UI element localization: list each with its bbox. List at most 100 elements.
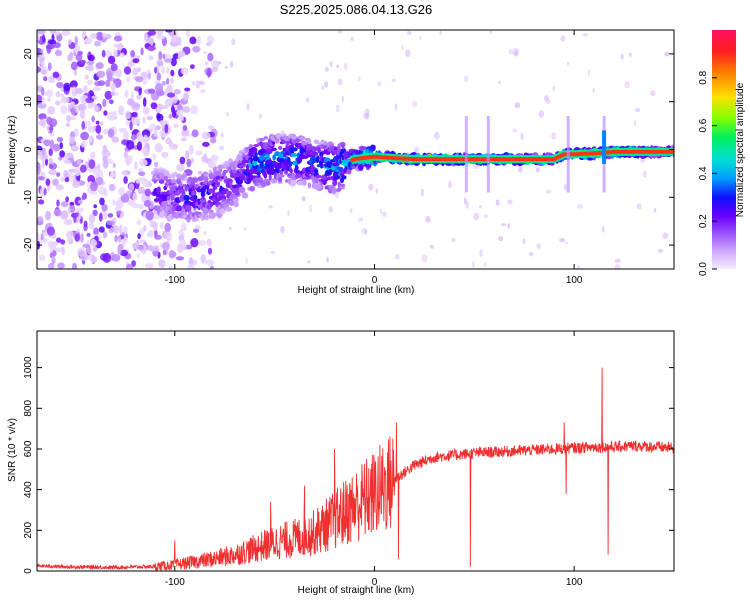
- heatmap-speckle: [197, 35, 202, 45]
- x-tick-label: -100: [165, 275, 185, 286]
- heatmap-speckle: [78, 59, 87, 65]
- heatmap-speckle: [190, 238, 199, 248]
- heatmap-ridge-cell: [315, 157, 320, 164]
- heatmap-speckle: [102, 252, 112, 263]
- heatmap-speckle: [624, 81, 630, 89]
- heatmap-speckle: [192, 228, 200, 233]
- heatmap-speckle: [337, 30, 343, 34]
- heatmap-speckle: [287, 210, 290, 217]
- heatmap-speckle: [185, 30, 190, 38]
- heatmap-speckle: [391, 78, 396, 83]
- heatmap-speckle: [110, 63, 118, 72]
- heatmap-ridge-cell: [239, 164, 243, 168]
- heatmap-speckle: [37, 177, 40, 185]
- heatmap-streak: [566, 116, 570, 193]
- heatmap-ridge-cell: [163, 170, 170, 177]
- heatmap-speckle: [168, 265, 173, 269]
- heatmap-speckle: [102, 231, 108, 239]
- heatmap-speckle: [46, 116, 53, 125]
- heatmap-speckle: [65, 196, 69, 203]
- heatmap-speckle: [45, 44, 55, 50]
- heatmap-speckle: [138, 204, 145, 210]
- heatmap-speckle: [72, 180, 81, 189]
- heatmap-speckle: [117, 244, 124, 250]
- heatmap-speckle: [207, 247, 213, 255]
- heatmap-ridge-cell: [316, 184, 322, 189]
- heatmap-speckle: [84, 74, 89, 80]
- heatmap-speckle: [56, 172, 61, 177]
- heatmap-ridge-cell: [258, 155, 265, 161]
- heatmap-speckle: [107, 55, 116, 65]
- heatmap-ridge-cell: [229, 181, 233, 186]
- heatmap-speckle: [119, 249, 128, 257]
- heatmap-speckle: [628, 52, 632, 58]
- heatmap-ridge-cell: [270, 178, 278, 184]
- heatmap-ridge-cell: [281, 168, 286, 172]
- heatmap-ridge-cell: [243, 192, 247, 199]
- heatmap-ridge-cell: [341, 175, 347, 180]
- heatmap-speckle: [131, 111, 138, 118]
- y-tick-label: -10: [23, 190, 34, 205]
- heatmap-ridge-cell: [191, 185, 195, 191]
- colorbar: 0.0 0.2 0.4 0.6 0.8 Normalized spectral ampl…: [698, 30, 746, 276]
- heatmap-speckle: [219, 145, 225, 151]
- heatmap-ridge-cell: [219, 208, 226, 215]
- heatmap-speckle: [183, 245, 187, 251]
- heatmap-speckle: [188, 133, 193, 137]
- heatmap-speckle: [473, 212, 480, 221]
- heatmap-ridge-cell: [284, 156, 289, 160]
- heatmap-speckle: [158, 103, 163, 110]
- heatmap-speckle: [159, 222, 164, 230]
- heatmap-speckle: [582, 33, 588, 37]
- heatmap-ridge-cell: [153, 179, 157, 184]
- heatmap-speckle: [514, 102, 521, 109]
- heatmap-speckle: [228, 226, 232, 231]
- heatmap-ridge-core: [349, 149, 674, 163]
- heatmap-ridge-cell: [326, 176, 332, 181]
- heatmap-speckle: [545, 189, 552, 194]
- heatmap-speckle: [138, 171, 146, 177]
- heatmap-speckle: [40, 233, 44, 241]
- heatmap-speckle: [48, 148, 53, 157]
- heatmap-speckle: [208, 160, 217, 169]
- heatmap-speckle: [48, 126, 54, 131]
- heatmap-ridge-cell: [252, 155, 259, 162]
- heatmap-speckle: [99, 212, 103, 222]
- heatmap-speckle: [93, 40, 102, 47]
- heatmap-speckle: [142, 178, 150, 188]
- heatmap-speckle: [191, 129, 199, 138]
- heatmap-speckle: [127, 98, 135, 106]
- heatmap-speckle: [145, 210, 154, 221]
- heatmap-speckle: [143, 200, 152, 207]
- heatmap-ridge-cell: [156, 186, 161, 194]
- heatmap-speckle: [91, 115, 95, 123]
- heatmap-speckle: [106, 220, 115, 226]
- heatmap-speckle: [246, 103, 250, 111]
- colorbar-gradient: [712, 30, 736, 269]
- heatmap-speckle: [56, 199, 60, 207]
- heatmap-speckle: [210, 137, 217, 144]
- heatmap-speckle: [83, 220, 88, 228]
- heatmap-speckle: [175, 30, 179, 38]
- figure-title: S225.2025.086.04.13.G26: [280, 2, 433, 17]
- heatmap-speckle: [80, 253, 89, 262]
- heatmap-speckle: [154, 234, 162, 240]
- heatmap-speckle: [86, 232, 91, 237]
- heatmap-speckle: [40, 87, 45, 96]
- heatmap-speckle: [153, 161, 159, 168]
- heatmap-speckle: [363, 112, 366, 119]
- heatmap-speckle: [107, 213, 114, 218]
- heatmap-ridge-cell: [218, 178, 223, 182]
- heatmap-speckle: [552, 85, 556, 91]
- heatmap-ridge-cell: [337, 187, 342, 191]
- heatmap-speckle: [87, 125, 95, 133]
- heatmap-speckle: [185, 150, 190, 160]
- heatmap-ridge-cell: [225, 207, 233, 212]
- heatmap-ridge-cell: [302, 141, 309, 146]
- heatmap-speckle: [111, 253, 121, 262]
- heatmap-speckle: [231, 38, 236, 46]
- heatmap-ridge-cell: [367, 164, 372, 168]
- heatmap-speckle: [118, 224, 123, 235]
- heatmap-speckle: [161, 81, 167, 86]
- heatmap-speckle: [184, 87, 191, 92]
